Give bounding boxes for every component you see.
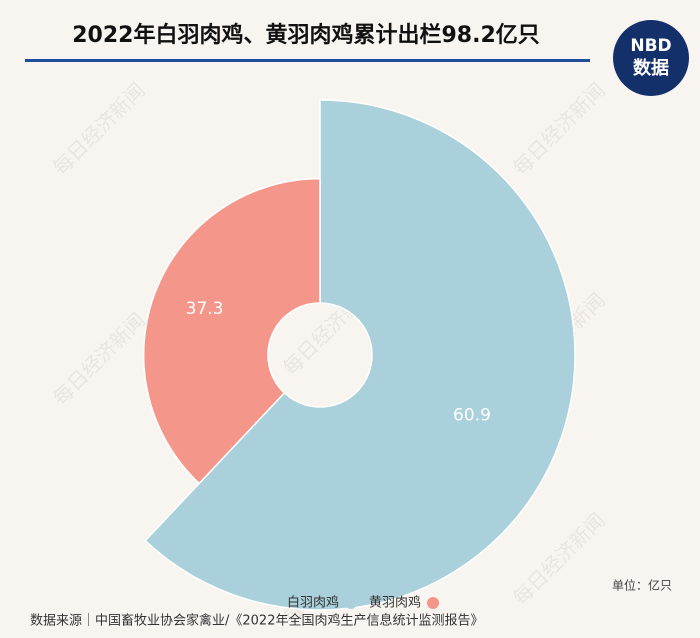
data-label: 37.3 <box>186 299 224 319</box>
logo-top: NBD <box>630 36 671 56</box>
slice <box>144 99 576 611</box>
legend-label: 黄羽肉鸡 <box>369 595 421 611</box>
legend-swatch <box>427 597 440 609</box>
data-label: 60.9 <box>453 405 491 425</box>
logo-bottom: 数据 <box>633 57 669 79</box>
unit: 单位：亿只 <box>612 578 672 593</box>
title-rule <box>25 59 590 62</box>
source: 数据来源｜中国畜牧业协会家禽业/《2022年全国肉鸡生产信息统计监测报告》 <box>30 613 483 629</box>
plot: 60.9 37.3 <box>142 99 576 611</box>
slice <box>142 177 321 485</box>
chart-title: 2022年白羽肉鸡、黄羽肉鸡累计出栏98.2亿只 <box>72 22 540 48</box>
legend-label: 白羽肉鸡 <box>287 595 339 611</box>
legend-swatch <box>345 597 358 609</box>
logo <box>613 20 689 96</box>
